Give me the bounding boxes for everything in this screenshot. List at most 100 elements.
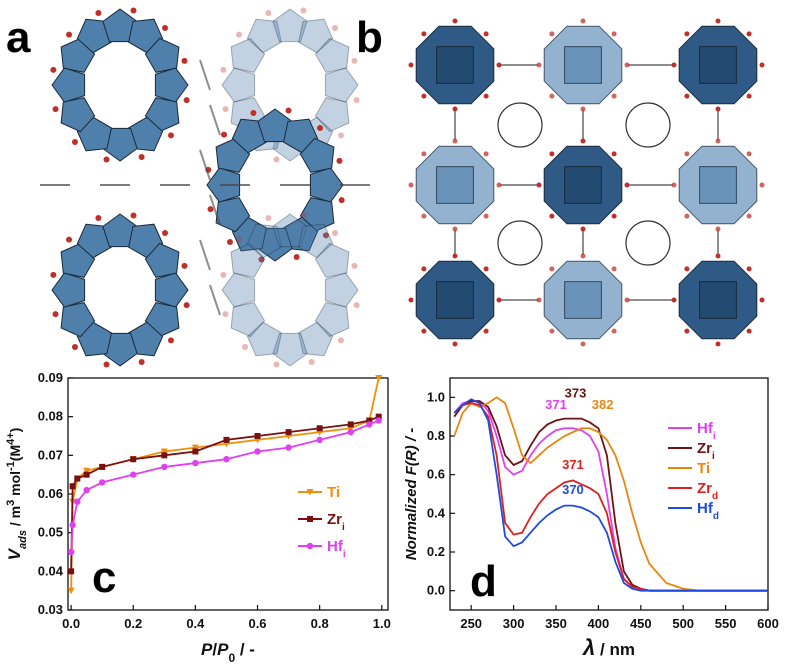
polyhedron bbox=[60, 97, 96, 133]
y-axis-label-part: ) bbox=[7, 428, 23, 433]
oxygen-atom bbox=[684, 151, 690, 157]
oxygen-atom bbox=[236, 236, 243, 243]
oxygen-atom bbox=[351, 262, 358, 269]
marker bbox=[316, 425, 323, 432]
linker bbox=[199, 149, 211, 181]
linker-ring bbox=[625, 220, 671, 266]
oxygen-atom bbox=[66, 236, 73, 243]
y-axis-label: Vads / m3 mol-1(M4+) bbox=[5, 428, 29, 561]
polyhedron bbox=[257, 227, 293, 262]
marker bbox=[192, 459, 199, 467]
x-tick-label: 0.4 bbox=[186, 616, 205, 631]
legend-name: Hf bbox=[697, 420, 714, 437]
x-axis-label: P/P0 / - bbox=[201, 640, 255, 665]
y-tick-label: 0.4 bbox=[427, 505, 446, 520]
polyhedron bbox=[144, 37, 180, 73]
oxygen-atom bbox=[408, 297, 414, 303]
marker bbox=[67, 587, 75, 595]
legend-subscript: i bbox=[343, 549, 346, 560]
y-axis-label-part: -1 bbox=[5, 461, 17, 471]
oxygen-atom bbox=[95, 9, 102, 16]
marker bbox=[347, 428, 354, 436]
oxygen-atom bbox=[684, 328, 690, 334]
y-tick-label: 0.8 bbox=[427, 428, 445, 443]
linker-ring bbox=[625, 102, 671, 148]
polyhedron bbox=[564, 281, 602, 319]
series-line bbox=[453, 396, 768, 592]
oxygen-atom bbox=[221, 131, 228, 138]
chart: 0.0 0.2 0.4 0.6 0.8 1.0 0.03 0.04 0.05 0.06 0.07 0.… bbox=[5, 370, 391, 665]
oxygen-atom bbox=[496, 62, 502, 68]
oxygen-atom bbox=[549, 151, 555, 157]
oxygen-atom bbox=[536, 62, 542, 68]
x-axis-label-part: / - bbox=[235, 640, 255, 659]
marker bbox=[191, 444, 199, 452]
series-line bbox=[453, 398, 768, 592]
oxygen-atom bbox=[580, 106, 586, 112]
y-tick-label: 0.0 bbox=[427, 583, 445, 598]
oxygen-atom bbox=[317, 125, 324, 132]
marker bbox=[285, 444, 292, 451]
oxygen-atom bbox=[624, 182, 630, 188]
oxygen-atom bbox=[580, 18, 586, 24]
oxygen-atom bbox=[258, 256, 265, 263]
oxygen-atom bbox=[549, 266, 555, 272]
oxygen-atom bbox=[421, 328, 427, 334]
polyhedron bbox=[221, 272, 256, 308]
polyhedron bbox=[246, 321, 282, 357]
polyhedron bbox=[309, 167, 344, 203]
oxygen-atom bbox=[684, 266, 690, 272]
oxygen-atom bbox=[536, 297, 542, 303]
polyhedron bbox=[154, 272, 189, 308]
polyhedron bbox=[51, 272, 86, 308]
marker bbox=[69, 483, 76, 490]
y-tick-label: 0.07 bbox=[38, 447, 63, 462]
oxygen-atom bbox=[580, 138, 586, 144]
polyhedron bbox=[102, 332, 138, 367]
legend-name: Ti bbox=[327, 484, 340, 501]
y-tick-label: 0.05 bbox=[38, 525, 63, 540]
oxygen-atom bbox=[611, 266, 617, 272]
oxygen-atom bbox=[162, 25, 169, 32]
marker bbox=[83, 486, 90, 494]
annotation: 382 bbox=[592, 397, 614, 412]
series-line bbox=[453, 402, 768, 592]
oxygen-atom bbox=[183, 97, 190, 104]
annotation: 373 bbox=[565, 385, 587, 400]
oxygen-atom bbox=[265, 9, 272, 16]
oxygen-atom bbox=[421, 151, 427, 157]
legend-marker bbox=[306, 489, 314, 496]
polyhedron bbox=[246, 223, 282, 259]
marker bbox=[366, 421, 373, 428]
oxygen-atom bbox=[624, 62, 630, 68]
oxygen-atom bbox=[71, 138, 78, 145]
oxygen-atom bbox=[759, 62, 765, 68]
oxygen-atom bbox=[715, 253, 721, 259]
oxygen-atom bbox=[549, 93, 555, 99]
x-axis-label-part: / nm bbox=[595, 640, 635, 659]
oxygen-atom bbox=[452, 341, 458, 347]
y-axis-label-part: mol bbox=[7, 471, 23, 500]
oxygen-atom bbox=[236, 31, 243, 38]
oxygen-atom bbox=[71, 343, 78, 350]
legend-subscript: d bbox=[713, 511, 719, 522]
oxygen-atom bbox=[222, 106, 229, 113]
marker bbox=[130, 471, 137, 478]
y-axis-label-part: Normalized F(R) / - bbox=[403, 428, 420, 561]
panel-label: a bbox=[6, 13, 31, 62]
oxygen-atom bbox=[220, 66, 227, 73]
oxygen-atom bbox=[353, 302, 360, 309]
annotation: 371 bbox=[562, 457, 584, 472]
polyhedron bbox=[436, 281, 474, 319]
oxygen-atom bbox=[293, 254, 300, 261]
oxygen-atom bbox=[549, 31, 555, 37]
polyhedron bbox=[314, 97, 350, 133]
x-tick-label: 0.6 bbox=[248, 616, 266, 631]
oxygen-atom bbox=[746, 328, 752, 334]
marker bbox=[223, 436, 230, 443]
polyhedron bbox=[314, 37, 350, 73]
polyhedron bbox=[246, 18, 282, 54]
y-axis-label-part: (M bbox=[7, 445, 23, 461]
x-tick-label: 450 bbox=[630, 616, 652, 631]
y-tick-label: 0.03 bbox=[38, 602, 63, 617]
